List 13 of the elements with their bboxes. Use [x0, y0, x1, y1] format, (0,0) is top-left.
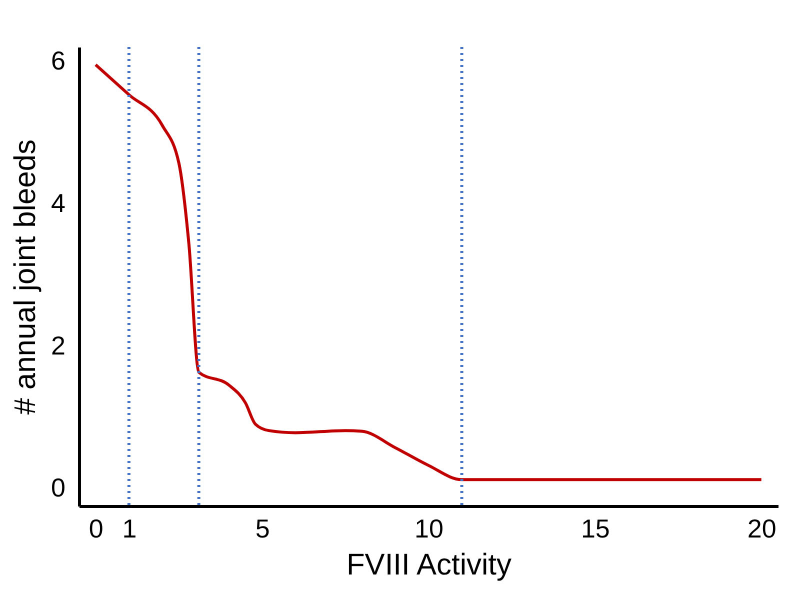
x-tick-label: 0 — [88, 514, 104, 544]
x-tick-label: 20 — [747, 514, 776, 544]
line-series — [94, 63, 763, 482]
y-tick-label: 4 — [51, 188, 66, 218]
x-tick-label: 15 — [580, 514, 610, 544]
x-tick-label: 1 — [122, 514, 137, 544]
y-axis-title: # annual joint bleeds — [9, 139, 42, 415]
x-tick-label: 5 — [255, 514, 270, 544]
y-tick-label: 6 — [51, 46, 66, 76]
x-axis-title: FVIII Activity — [346, 548, 512, 582]
y-tick-label: 0 — [51, 472, 66, 503]
x-tick-label: 10 — [414, 514, 444, 544]
y-tick-label: 2 — [51, 330, 66, 360]
